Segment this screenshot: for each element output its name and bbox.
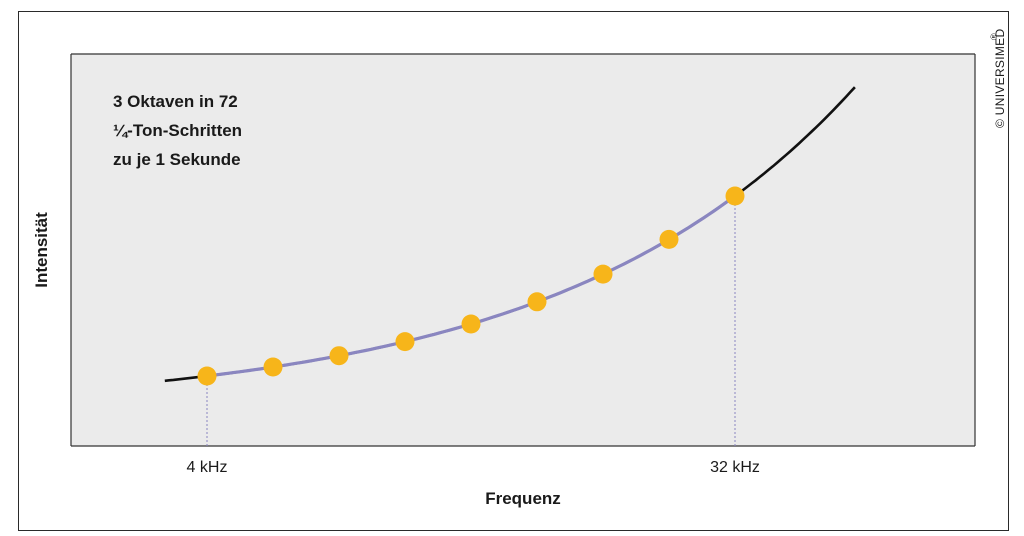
x-tick-label-32khz: 32 kHz xyxy=(710,459,760,476)
x-tick-label-4khz: 4 kHz xyxy=(187,459,228,476)
sample-point xyxy=(725,186,745,206)
registered-mark: ® xyxy=(989,33,999,40)
sample-point xyxy=(263,357,283,377)
y-axis-title: Intensität xyxy=(32,212,51,288)
annotation-line-1: 3 Oktaven in 72 xyxy=(113,92,238,111)
sample-point xyxy=(197,366,217,386)
annotation-line-3: zu je 1 Sekunde xyxy=(113,150,241,169)
sample-point xyxy=(659,229,679,249)
annotation-line-2: ¼-Ton-Schritten xyxy=(113,121,242,140)
sample-point xyxy=(461,314,481,334)
sample-point xyxy=(527,292,547,312)
plot-area xyxy=(71,54,975,446)
sample-point xyxy=(593,264,613,284)
x-axis-title: Frequenz xyxy=(485,489,561,508)
copyright-notice: © UNIVERSIMED xyxy=(993,29,1007,128)
sample-point xyxy=(395,332,415,352)
sample-point xyxy=(329,346,349,366)
